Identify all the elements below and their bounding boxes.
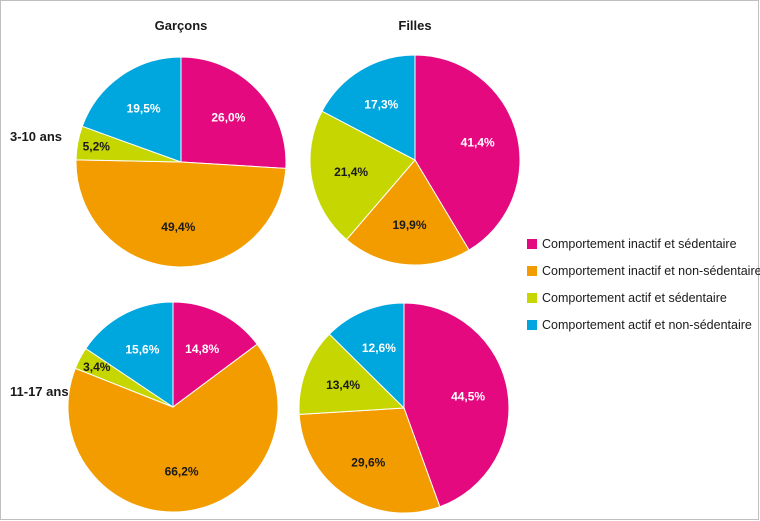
- legend-swatch: [527, 239, 537, 249]
- row-header-11-17: 11-17 ans: [10, 384, 69, 399]
- pies-group: 26,0% 49,4% 5,2% 19,5% 41,4% 19,9% 21,4% 17,3% 1…: [67, 54, 521, 514]
- data-label: 21,4%: [334, 165, 368, 179]
- pie-slice-inactif-non-sedentaire: [345, 159, 470, 266]
- legend-item-inactif-non-sedentaire: Comportement inactif et non-sédentaire: [527, 262, 760, 280]
- column-header-garcons: Garçons: [155, 18, 208, 33]
- data-label: 13,4%: [326, 378, 360, 392]
- data-label: 29,6%: [351, 455, 385, 469]
- data-label: 49,4%: [161, 220, 195, 234]
- data-label: 44,5%: [451, 390, 485, 404]
- legend-label: Comportement inactif et sédentaire: [542, 237, 737, 251]
- data-label: 3,4%: [83, 360, 111, 374]
- pie-slice-actif-non-sedentaire: [321, 54, 416, 161]
- data-label: 26,0%: [211, 110, 245, 124]
- legend-swatch: [527, 293, 537, 303]
- legend-label: Comportement actif et non-sédentaire: [542, 318, 752, 332]
- pie-slice-inactif-sedentaire: [172, 301, 258, 408]
- pie-slice-inactif-non-sedentaire: [298, 407, 441, 514]
- pie-slice-inactif-sedentaire: [414, 54, 521, 251]
- data-label: 19,5%: [127, 102, 161, 116]
- data-label: 14,8%: [185, 342, 219, 356]
- pie-slice-actif-sedentaire: [298, 333, 406, 415]
- pie-slice-actif-non-sedentaire: [85, 301, 174, 408]
- row-header-3-10: 3-10 ans: [10, 129, 62, 144]
- data-label: 5,2%: [83, 139, 111, 153]
- legend-item-actif-non-sedentaire: Comportement actif et non-sédentaire: [527, 316, 752, 334]
- pie-slice-inactif-non-sedentaire: [67, 343, 279, 513]
- data-label: 66,2%: [165, 465, 199, 479]
- pie-slice-inactif-sedentaire: [403, 302, 510, 508]
- legend-label: Comportement inactif et non-sédentaire: [542, 264, 760, 278]
- pie-slice-inactif-non-sedentaire: [75, 159, 287, 268]
- pie-slice-actif-non-sedentaire: [328, 302, 405, 410]
- data-label: 19,9%: [392, 218, 426, 232]
- data-label: 15,6%: [125, 343, 159, 357]
- legend-item-inactif-sedentaire: Comportement inactif et sédentaire: [527, 235, 737, 253]
- pie-slice-actif-sedentaire: [309, 110, 416, 241]
- legend-label: Comportement actif et sédentaire: [542, 291, 727, 305]
- column-header-filles: Filles: [398, 18, 431, 33]
- legend-swatch: [527, 320, 537, 330]
- data-label: 12,6%: [362, 341, 396, 355]
- legend-swatch: [527, 266, 537, 276]
- pie-slice-actif-non-sedentaire: [81, 56, 182, 163]
- pie-slice-inactif-sedentaire: [180, 56, 287, 169]
- legend-item-actif-sedentaire: Comportement actif et sédentaire: [527, 289, 727, 307]
- data-label: 41,4%: [461, 136, 495, 150]
- data-label: 17,3%: [364, 97, 398, 111]
